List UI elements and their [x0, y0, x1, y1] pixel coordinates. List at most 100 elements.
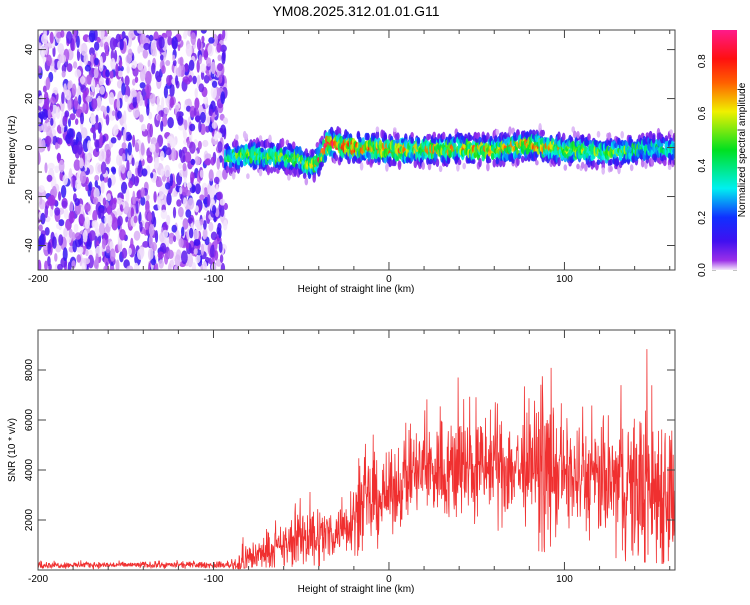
- noise-cell: [99, 85, 105, 95]
- noise-cell: [113, 49, 118, 63]
- noise-cell: [121, 181, 128, 194]
- noise-cell: [72, 30, 77, 37]
- ridge-cell: [672, 146, 675, 156]
- noise-cell: [116, 154, 123, 166]
- noise-cell: [194, 205, 199, 213]
- y-tick-label: 8000: [24, 358, 35, 381]
- noise-cell: [88, 230, 96, 241]
- noise-cell: [132, 67, 139, 77]
- ridge-cell: [427, 162, 432, 171]
- ridge-cell: [557, 131, 561, 142]
- noise-cell: [172, 59, 177, 67]
- noise-cell: [55, 106, 61, 119]
- noise-cell: [87, 254, 95, 269]
- noise-cell: [187, 217, 193, 224]
- ridge-cell: [310, 148, 315, 158]
- noise-cell: [74, 96, 78, 110]
- noise-cell: [194, 219, 200, 228]
- noise-cell: [189, 227, 194, 239]
- noise-cell: [156, 75, 162, 83]
- noise-cell: [190, 171, 195, 184]
- noise-cell: [63, 209, 69, 219]
- noise-cell: [198, 83, 205, 93]
- noise-cell: [136, 30, 144, 34]
- noise-cell: [200, 30, 207, 34]
- noise-cell: [49, 102, 54, 113]
- ridge-cell: [244, 133, 249, 141]
- noise-cell: [144, 94, 148, 107]
- noise-cell: [98, 155, 103, 162]
- ridge-cell: [375, 126, 380, 133]
- noise-cell: [191, 185, 196, 193]
- noise-cell: [121, 153, 126, 162]
- noise-cell: [68, 118, 71, 127]
- noise-cell: [89, 47, 95, 56]
- noise-cell: [167, 117, 174, 129]
- noise-cell: [59, 172, 64, 181]
- ridge-cell: [268, 157, 272, 166]
- noise-cell: [91, 98, 98, 110]
- noise-cell: [150, 42, 156, 57]
- noise-cell: [132, 95, 138, 109]
- noise-cell: [159, 242, 167, 254]
- noise-cell: [68, 228, 73, 239]
- noise-cell: [151, 62, 156, 75]
- ridge-cell: [669, 129, 673, 136]
- noise-cell: [213, 238, 218, 251]
- ridge-cell: [596, 130, 601, 138]
- ridge-cell: [596, 159, 601, 166]
- y-tick-label: -40: [24, 238, 35, 253]
- noise-cell: [165, 182, 171, 190]
- noise-cell: [159, 186, 165, 200]
- noise-cell: [121, 247, 128, 259]
- noise-cell: [99, 56, 103, 69]
- ridge-cell: [535, 160, 539, 166]
- noise-cell: [47, 241, 51, 255]
- noise-cell: [184, 62, 189, 73]
- noise-cell: [161, 65, 166, 74]
- noise-cell: [98, 30, 105, 40]
- noise-cell: [83, 53, 89, 66]
- colorbar-label: Normalized spectral amplitude: [737, 82, 748, 217]
- noise-cell: [160, 209, 168, 220]
- noise-cell: [210, 85, 217, 99]
- noise-cell: [99, 222, 105, 236]
- noise-cell: [39, 45, 46, 57]
- noise-cell: [70, 136, 74, 147]
- noise-cell: [107, 205, 112, 216]
- noise-cell: [185, 241, 190, 249]
- x-tick-label: 0: [386, 574, 392, 585]
- noise-cell: [94, 57, 99, 66]
- noise-cell: [194, 183, 201, 195]
- noise-cell: [92, 197, 99, 205]
- noise-cell: [169, 173, 174, 187]
- ridge-cell: [478, 157, 482, 168]
- noise-cell: [76, 140, 83, 155]
- noise-cell: [135, 200, 139, 214]
- colorbar-tick-label: 0.4: [697, 158, 708, 172]
- noise-cell: [108, 92, 115, 105]
- y-tick-label: 20: [24, 93, 35, 105]
- noise-cell: [101, 238, 106, 250]
- ridge-cell: [246, 173, 250, 180]
- noise-cell: [139, 82, 146, 89]
- noise-cell: [92, 210, 98, 223]
- noise-cell: [121, 82, 126, 96]
- noise-cell: [62, 247, 68, 262]
- ridge-cell: [416, 137, 421, 144]
- noise-cell: [181, 250, 188, 265]
- colorbar: [712, 30, 737, 270]
- noise-cell: [115, 63, 119, 77]
- noise-cell: [169, 96, 175, 109]
- noise-cell: [158, 259, 164, 269]
- noise-cell: [181, 226, 185, 237]
- noise-cell: [199, 169, 204, 179]
- noise-cell: [58, 137, 63, 145]
- noise-cell: [142, 49, 149, 59]
- noise-cell: [110, 57, 116, 70]
- noise-cell: [200, 243, 205, 256]
- noise-cell: [140, 196, 146, 206]
- noise-cell: [61, 70, 66, 78]
- noise-cell: [217, 132, 223, 139]
